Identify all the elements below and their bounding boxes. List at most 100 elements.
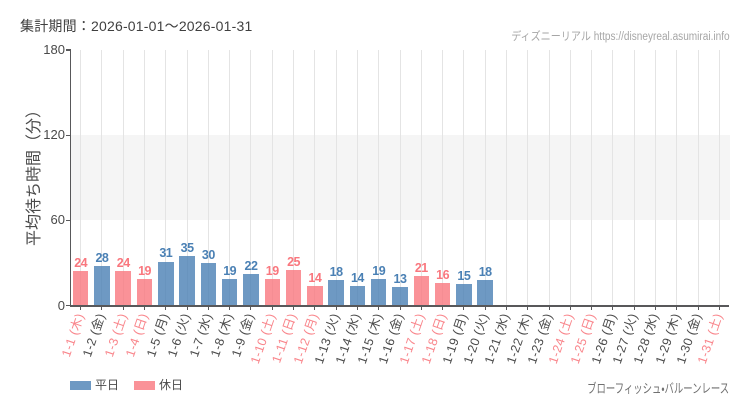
vertical-gridline <box>293 50 294 306</box>
legend-item-holiday[interactable]: 休日 <box>134 377 183 393</box>
x-tick-mark <box>655 306 657 311</box>
bar-value-label: 16 <box>436 267 450 282</box>
weekday-bar-1-5 (月)[interactable] <box>158 261 174 306</box>
vertical-gridline <box>400 50 401 306</box>
holiday-bar-1-11 (日)[interactable] <box>285 270 302 306</box>
bar-value-label: 31 <box>159 246 173 261</box>
holiday-bar-1-10 (土)[interactable] <box>264 278 280 306</box>
x-tick-mark <box>698 306 700 311</box>
weekday-bar-1-19 (月)[interactable] <box>456 284 472 306</box>
bar-value-label: 19 <box>265 263 279 278</box>
x-tick-mark <box>570 306 572 311</box>
bar-value-label: 19 <box>372 263 386 278</box>
x-axis-line <box>70 305 729 307</box>
x-tick-mark <box>123 306 125 311</box>
x-tick-mark <box>463 306 465 311</box>
weekday-bar-1-2 (金)[interactable] <box>94 265 110 306</box>
weekday-bar-1-16 (金)[interactable] <box>392 287 408 306</box>
bar-value-label: 21 <box>414 260 428 275</box>
weekday-bar-1-7 (水)[interactable] <box>200 262 217 306</box>
vertical-gridline <box>570 50 571 306</box>
plot-area: 24 28 24 19 31 35 30 19 22 19 25 14 18 14 19 13 21 16 15 18 <box>70 50 730 306</box>
x-tick-mark <box>314 306 316 311</box>
x-tick-mark <box>272 306 274 311</box>
x-tick-mark <box>208 306 210 311</box>
legend-item-weekday[interactable]: 平日 <box>70 377 119 393</box>
x-tick-mark <box>336 306 338 311</box>
bar-value-label: 14 <box>308 270 322 285</box>
holiday-bar-1-18 (日)[interactable] <box>434 282 451 306</box>
vertical-gridline <box>549 50 550 306</box>
bar-value-label: 35 <box>180 240 194 255</box>
weekday-bar-1-20 (火)[interactable] <box>477 279 493 306</box>
y-tick-label: 60 <box>50 212 65 228</box>
x-tick-mark <box>400 306 402 311</box>
y-tick-mark <box>65 134 71 136</box>
vertical-gridline <box>80 50 81 306</box>
x-tick-mark <box>101 306 103 311</box>
vertical-gridline <box>485 50 486 306</box>
vertical-gridline <box>463 50 464 306</box>
vertical-gridline <box>591 50 592 306</box>
x-tick-mark <box>676 306 678 311</box>
bar-value-label: 30 <box>201 247 215 262</box>
y-tick-mark <box>65 304 71 307</box>
site-name: ディズニーリアル <box>511 31 592 43</box>
x-tick-mark <box>80 306 82 311</box>
holiday-bar-1-1 (木)[interactable] <box>72 271 89 306</box>
x-tick-mark <box>485 306 487 311</box>
bar-value-label: 25 <box>287 255 300 269</box>
x-tick-mark <box>634 306 636 311</box>
weekday-bar-1-6 (火)[interactable] <box>179 255 195 306</box>
site-url-text: https://disneyreal.asumirai.info <box>594 31 730 43</box>
y-axis-title: 平均待ち時間（分） <box>25 101 43 247</box>
holiday-bar-1-3 (土)[interactable] <box>115 271 131 306</box>
holiday-bar-1-17 (土)[interactable] <box>413 275 430 306</box>
legend-label-weekday: 平日 <box>95 378 120 392</box>
vertical-gridline <box>123 50 124 306</box>
bar-value-label: 14 <box>350 270 364 285</box>
site-watermark: ディズニーリアル https://disneyreal.asumirai.inf… <box>512 28 730 44</box>
vertical-gridline <box>634 50 635 306</box>
bar-value-label: 18 <box>329 264 343 279</box>
x-tick-mark <box>549 306 551 311</box>
vertical-gridline <box>336 50 337 306</box>
vertical-gridline <box>187 50 188 306</box>
vertical-gridline <box>527 50 528 306</box>
weekday-bar-1-15 (木)[interactable] <box>370 278 387 306</box>
bar-value-label: 13 <box>393 272 407 287</box>
y-tick-mark <box>65 219 71 221</box>
y-tick-label: 0 <box>57 297 65 313</box>
vertical-gridline <box>378 50 379 306</box>
weekday-bar-1-8 (木)[interactable] <box>221 278 238 306</box>
vertical-gridline <box>208 50 209 306</box>
bar-value-label: 24 <box>74 256 88 271</box>
x-tick-mark <box>144 306 146 311</box>
y-axis-line <box>70 50 72 307</box>
vertical-gridline <box>655 50 656 306</box>
vertical-gridline <box>506 50 507 306</box>
bar-value-label: 19 <box>223 263 237 278</box>
attraction-name: ブローフィッシュ・バルーンレース <box>587 381 729 396</box>
aggregation-period-title: 集計期間：2026-01-01〜2026-01-31 <box>20 18 253 34</box>
x-tick-mark <box>229 306 231 311</box>
chart-legend: 平日 休日 <box>70 377 198 393</box>
vertical-gridline <box>144 50 145 306</box>
x-tick-mark <box>591 306 593 311</box>
vertical-gridline <box>719 50 720 306</box>
vertical-gridline <box>442 50 443 306</box>
holiday-bar-1-4 (日)[interactable] <box>136 278 153 306</box>
x-tick-mark <box>527 306 529 311</box>
x-tick-mark <box>165 306 167 311</box>
y-tick-label: 180 <box>43 42 65 57</box>
weekday-bar-1-13 (火)[interactable] <box>328 279 344 306</box>
holiday-bar-1-12 (月)[interactable] <box>307 285 323 306</box>
x-tick-mark <box>250 306 252 311</box>
vertical-gridline <box>314 50 315 306</box>
weekday-bar-1-9 (金)[interactable] <box>243 274 259 306</box>
bar-value-label: 22 <box>244 259 258 274</box>
weekday-bar-1-14 (水)[interactable] <box>349 285 366 306</box>
x-tick-mark <box>293 306 295 311</box>
vertical-gridline <box>612 50 613 306</box>
